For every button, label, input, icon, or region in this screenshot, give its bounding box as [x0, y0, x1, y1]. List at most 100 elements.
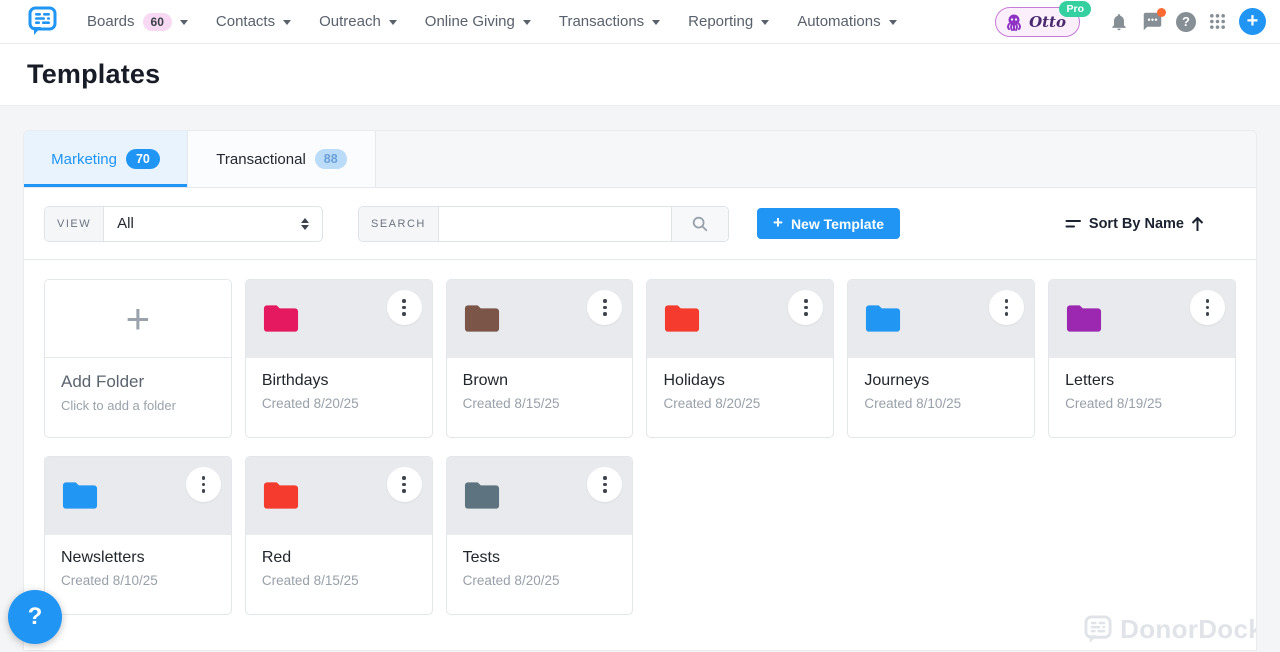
nav-item-automations[interactable]: Automations: [797, 13, 897, 30]
folder-card-body: Newsletters Created 8/10/25: [45, 535, 231, 588]
view-select-group: VIEW All: [44, 205, 323, 242]
folder-card-body: Holidays Created 8/20/25: [647, 358, 833, 411]
nav-item-boards[interactable]: Boards 60: [87, 12, 188, 31]
folder-card-top: [45, 457, 231, 535]
nav-item-transactions[interactable]: Transactions: [559, 13, 661, 30]
apps-grid-icon: [1210, 14, 1225, 29]
nav-label: Outreach: [319, 13, 381, 30]
folder-created-date: Created 8/19/25: [1065, 396, 1162, 411]
folder-card-top: [848, 280, 1035, 358]
folder-menu-button[interactable]: [386, 290, 422, 325]
chevron-down-icon: [761, 20, 770, 25]
add-folder-subtitle: Click to add a folder: [61, 398, 176, 413]
search-group: SEARCH: [358, 205, 729, 242]
folder-card-body: Tests Created 8/20/25: [447, 535, 633, 588]
folder-menu-button[interactable]: [1189, 290, 1225, 325]
tab-label: Marketing: [51, 150, 117, 168]
folder-card-body: Red Created 8/15/25: [246, 535, 432, 588]
folder-icon: [263, 482, 298, 509]
view-label: VIEW: [45, 206, 105, 241]
tab-label: Transactional: [216, 150, 306, 168]
add-folder-card-top: +: [45, 280, 231, 358]
folder-card-body: Brown Created 8/15/25: [447, 358, 633, 411]
apps-button[interactable]: [1209, 13, 1226, 30]
folder-icon: [464, 305, 499, 332]
folder-created-date: Created 8/20/25: [462, 573, 560, 588]
folder-created-date: Created 8/15/25: [462, 396, 560, 411]
filter-toolbar: VIEW All SEARCH + New Template: [24, 188, 1256, 260]
chat-icon: [1143, 12, 1162, 31]
nav-label: Reporting: [688, 13, 754, 30]
messages-button[interactable]: [1142, 8, 1166, 32]
otto-assistant-button[interactable]: Otto Pro: [995, 0, 1091, 37]
otto-label: Otto: [1029, 12, 1066, 31]
folder-card[interactable]: Letters Created 8/19/25: [1048, 279, 1236, 438]
new-template-button[interactable]: + New Template: [757, 208, 901, 239]
chevron-down-icon: [888, 20, 897, 25]
add-folder-card-body: Add Folder Click to add a folder: [45, 358, 231, 413]
tab-transactional[interactable]: Transactional 88: [187, 131, 376, 187]
tab-count-badge: 88: [314, 149, 347, 169]
folder-menu-button[interactable]: [185, 467, 221, 502]
folder-name: Letters: [1065, 372, 1115, 389]
quick-add-button[interactable]: +: [1239, 8, 1266, 35]
nav-label: Boards: [87, 13, 135, 30]
chevron-down-icon: [522, 20, 531, 25]
folder-card-top: [446, 457, 633, 535]
folder-icon: [62, 482, 98, 509]
folder-menu-button[interactable]: [587, 290, 623, 325]
folder-name: Newsletters: [61, 549, 145, 566]
folder-card-top: [245, 457, 432, 535]
folder-icon: [263, 305, 298, 332]
chevron-down-icon: [283, 20, 292, 25]
folder-card-body: Letters Created 8/19/25: [1049, 358, 1235, 411]
help-button[interactable]: ?: [1176, 11, 1196, 32]
nav-item-outreach[interactable]: Outreach: [319, 13, 397, 30]
folder-card-body: Birthdays Created 8/20/25: [246, 358, 432, 411]
folder-card[interactable]: Newsletters Created 8/10/25: [44, 456, 232, 615]
folder-icon: [464, 482, 499, 509]
folder-menu-button[interactable]: [788, 290, 824, 325]
folder-created-date: Created 8/10/25: [864, 396, 962, 411]
folder-menu-button[interactable]: [386, 467, 422, 502]
search-input[interactable]: [438, 206, 671, 241]
nav-item-online-giving[interactable]: Online Giving: [425, 13, 531, 30]
folder-card[interactable]: Red Created 8/15/25: [244, 456, 433, 615]
nav-item-reporting[interactable]: Reporting: [688, 13, 770, 30]
folder-card-top: [245, 280, 432, 358]
add-folder-title: Add Folder: [61, 372, 145, 391]
folder-icon: [665, 305, 700, 332]
add-folder-card[interactable]: + Add Folder Click to add a folder: [44, 279, 232, 438]
tab-marketing[interactable]: Marketing 70: [24, 131, 187, 187]
folder-card[interactable]: Birthdays Created 8/20/25: [244, 279, 433, 438]
folder-name: Tests: [462, 549, 500, 566]
plus-icon: +: [1239, 8, 1266, 35]
notifications-button[interactable]: [1109, 11, 1129, 33]
page-header: Templates: [0, 44, 1280, 106]
folder-card[interactable]: Holidays Created 8/20/25: [646, 279, 835, 438]
sort-control[interactable]: Sort By Name: [1065, 216, 1204, 232]
question-icon: ?: [1176, 11, 1196, 32]
view-select[interactable]: All: [104, 207, 322, 241]
folder-card[interactable]: Brown Created 8/15/25: [445, 279, 634, 438]
nav-item-contacts[interactable]: Contacts: [216, 13, 292, 30]
folder-name: Journeys: [864, 372, 930, 389]
chevron-down-icon: [388, 20, 397, 25]
folder-name: Holidays: [663, 372, 725, 389]
search-submit-button[interactable]: [671, 206, 728, 241]
folder-card[interactable]: Journeys Created 8/10/25: [847, 279, 1036, 438]
folder-menu-button[interactable]: [989, 290, 1025, 325]
folder-card[interactable]: Tests Created 8/20/25: [445, 456, 634, 615]
folder-icon: [866, 305, 901, 332]
tab-strip: Marketing 70 Transactional 88: [24, 131, 1256, 188]
folder-card-top: [446, 280, 633, 358]
folder-card-top: [647, 280, 834, 358]
donordock-logo[interactable]: [28, 6, 57, 37]
page-title: Templates: [27, 59, 161, 89]
folder-menu-button[interactable]: [587, 467, 623, 502]
top-right-actions: Otto Pro ?: [995, 0, 1266, 37]
octopus-icon: [1007, 14, 1022, 31]
pro-badge: Pro: [1059, 0, 1091, 17]
donordock-watermark: DonorDock: [1084, 614, 1256, 645]
help-fab-button[interactable]: ?: [8, 590, 62, 644]
